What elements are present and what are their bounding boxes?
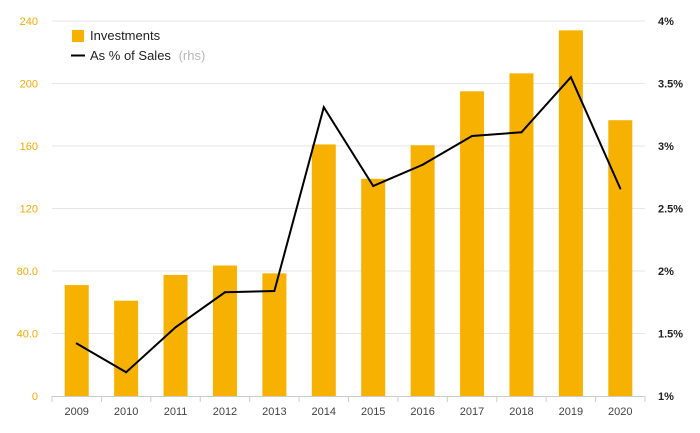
line-series-pct-sales xyxy=(75,75,622,374)
bar-2016 xyxy=(410,145,435,396)
y-left-tick-label: 200 xyxy=(20,79,38,91)
legend-label-pct-sales-name: As % of Sales xyxy=(90,48,171,63)
bar-2010 xyxy=(114,300,139,396)
x-tick-label: 2019 xyxy=(559,406,583,418)
point-2020 xyxy=(619,187,622,190)
bar-2014 xyxy=(311,144,336,396)
y-right-tick-label: 3% xyxy=(658,141,674,153)
x-tick-label: 2016 xyxy=(410,406,434,418)
x-tick-label: 2014 xyxy=(312,406,336,418)
point-2019 xyxy=(569,76,572,79)
y-right-tick-label: 1% xyxy=(658,391,674,403)
x-axis: 2009 2010 2011 2012 2013 2014 2015 2016 2017 2018… xyxy=(51,396,646,418)
bar-2009 xyxy=(64,285,89,396)
y-left-tick-label: 40.0 xyxy=(17,329,38,341)
legend-label-investments: Investments xyxy=(90,28,161,43)
bar-2015 xyxy=(361,178,386,396)
x-tick-label: 2009 xyxy=(64,406,88,418)
y-right-tick-label: 2% xyxy=(658,266,674,278)
bar-2013 xyxy=(262,273,287,396)
y-left-tick-label: 120 xyxy=(20,204,38,216)
bar-2019 xyxy=(558,30,583,396)
y-right-tick-label: 4% xyxy=(658,16,674,28)
point-2018 xyxy=(520,131,523,134)
bar-series-investments xyxy=(64,30,633,396)
y-axis-right: 1% 1.5% 2% 2.5% 3% 3.5% 4% xyxy=(658,16,683,403)
gridlines xyxy=(52,20,645,334)
point-2017 xyxy=(471,135,474,137)
point-2014 xyxy=(322,106,325,109)
y-left-tick-label: 80.0 xyxy=(17,266,38,278)
y-right-tick-label: 1.5% xyxy=(658,329,683,341)
point-2011 xyxy=(174,326,177,329)
x-tick-label: 2010 xyxy=(114,406,138,418)
point-2010 xyxy=(125,371,128,374)
x-tick-label: 2013 xyxy=(262,406,286,418)
bar-2020 xyxy=(608,120,633,396)
x-tick-label: 2017 xyxy=(460,406,484,418)
x-tick-label: 2018 xyxy=(509,406,533,418)
y-right-tick-label: 2.5% xyxy=(658,204,683,216)
x-tick-label: 2020 xyxy=(608,406,632,418)
y-left-tick-label: 0 xyxy=(32,391,38,403)
x-tick-label: 2012 xyxy=(213,406,237,418)
bar-2017 xyxy=(460,91,485,396)
y-right-tick-label: 3.5% xyxy=(658,79,683,91)
bar-2012 xyxy=(212,265,237,396)
y-left-tick-label: 160 xyxy=(20,141,38,153)
point-2009 xyxy=(75,342,78,345)
legend-label-pct-sales: As % of Sales (rhs) xyxy=(90,48,205,63)
point-2013 xyxy=(273,290,276,292)
x-tick-label: 2011 xyxy=(164,406,188,418)
point-2012 xyxy=(223,291,226,294)
legend-label-pct-sales-note: (rhs) xyxy=(179,48,206,63)
y-axis-left: 0 40.0 80.0 120 160 200 240 xyxy=(17,16,38,403)
y-left-tick-label: 240 xyxy=(20,16,38,28)
line-pct-sales xyxy=(76,75,622,374)
point-2015 xyxy=(372,185,375,187)
legend-swatch-investments xyxy=(72,30,84,42)
bar-2018 xyxy=(509,73,534,396)
legend: Investments As % of Sales (rhs) xyxy=(71,28,205,63)
x-tick-label: 2015 xyxy=(361,406,385,418)
point-2016 xyxy=(421,163,424,166)
